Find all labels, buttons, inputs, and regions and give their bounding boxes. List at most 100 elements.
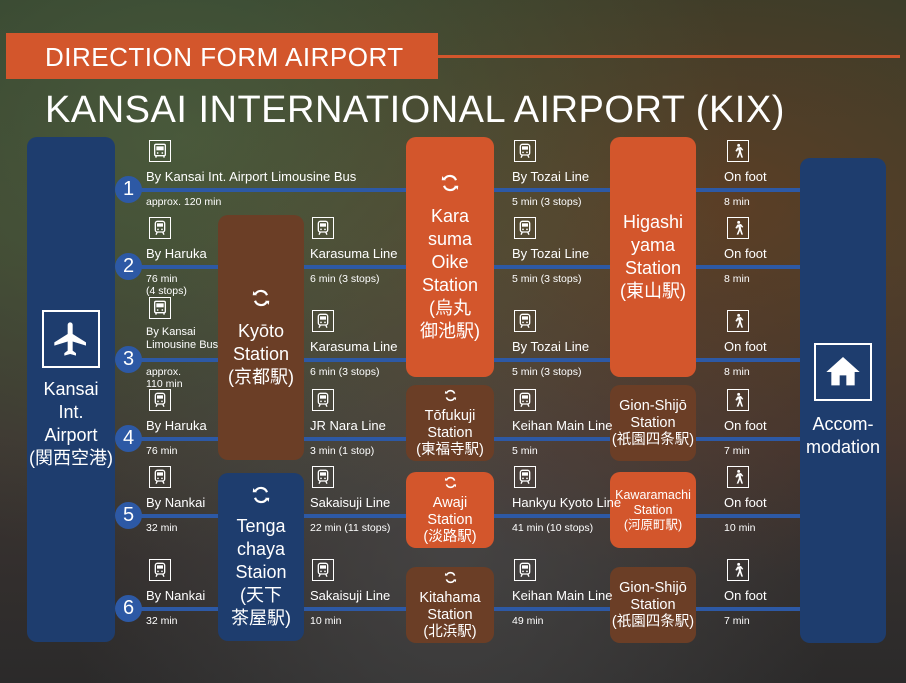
walking-person-icon <box>727 310 749 332</box>
header-subtitle: DIRECTION FORM AIRPORT <box>45 42 404 72</box>
route-5-seg2-label: Sakaisuji Line <box>310 495 391 510</box>
route-4-seg2-time: 3 min (1 stop) <box>310 445 375 457</box>
route-number-2: 2 <box>115 253 142 280</box>
house-icon <box>814 342 872 401</box>
route-number-4: 4 <box>115 425 142 452</box>
route-number-6: 6 <box>115 595 142 622</box>
train-icon <box>149 466 171 488</box>
train-icon <box>312 217 334 239</box>
route-2-seg4-time: 8 min <box>724 273 750 285</box>
route-6-seg1-label: By Nankai <box>146 588 206 603</box>
train-icon <box>514 559 536 581</box>
station-tofukuji: Tōfukuji Station (東福寺駅) <box>406 385 494 461</box>
route-6-seg3-label: Keihan Main Line <box>512 588 613 603</box>
route-4-seg1-time: 76 min <box>146 445 178 457</box>
route-3-seg1-label: By Kansai Limousine Bus <box>146 326 219 351</box>
route-3-seg2-time: 6 min (3 stops) <box>310 366 380 378</box>
route-4-seg4-label: On foot <box>724 418 767 433</box>
station-kyoto: Kyōto Station (京都駅) <box>218 215 304 460</box>
station-awaji-label: Awaji Station (淡路駅) <box>423 494 477 545</box>
route-5-seg3-time: 41 min (10 stops) <box>512 522 594 534</box>
train-icon <box>149 559 171 581</box>
header-rule <box>438 55 900 58</box>
station-kawaramachi: Kawaramachi Station (河原町駅) <box>610 472 696 548</box>
train-icon <box>149 217 171 239</box>
route-5-seg2-time: 22 min (11 stops) <box>310 522 391 534</box>
route-2-seg1-label: By Haruka <box>146 246 207 261</box>
station-kitahama: Kitahama Station (北浜駅) <box>406 567 494 643</box>
route-1-seg3-label: By Tozai Line <box>512 169 590 184</box>
train-icon <box>312 559 334 581</box>
route-5-seg1-time: 32 min <box>146 522 178 534</box>
train-icon <box>312 389 334 411</box>
route-1-seg4-label: On foot <box>724 169 767 184</box>
page-title: KANSAI INTERNATIONAL AIRPORT (KIX) <box>45 89 785 131</box>
train-icon <box>514 466 536 488</box>
accommodation-node: Accom- modation <box>800 158 886 643</box>
route-2-seg2-label: Karasuma Line <box>310 246 398 261</box>
station-higashiyama: Higashi yama Station (東山駅) <box>610 137 696 377</box>
train-icon <box>514 217 536 239</box>
train-icon <box>514 310 536 332</box>
route-1-seg4-time: 8 min <box>724 196 750 208</box>
route-6-seg2-time: 10 min <box>310 615 342 627</box>
route-4-seg3-label: Keihan Main Line <box>512 418 613 433</box>
accommodation-name: Accom- modation <box>805 413 881 457</box>
walking-person-icon <box>727 466 749 488</box>
walking-person-icon <box>727 140 749 162</box>
station-kitahama-label: Kitahama Station (北浜駅) <box>419 589 481 640</box>
route-4-seg3-time: 5 min <box>512 445 538 457</box>
route-3-seg4-label: On foot <box>724 339 767 354</box>
station-gion-shijo-1-label: Gion-Shijō Station (祇園四条駅) <box>611 397 695 448</box>
route-6-seg3-time: 49 min <box>512 615 544 627</box>
route-2-seg3-time: 5 min (3 stops) <box>512 273 582 285</box>
transfer-icon <box>443 388 458 408</box>
station-gion-shijo-1: Gion-Shijō Station (祇園四条駅) <box>610 385 696 461</box>
route-number-5: 5 <box>115 502 142 529</box>
station-kawaramachi-label: Kawaramachi Station (河原町駅) <box>615 487 691 532</box>
route-5-seg1-label: By Nankai <box>146 495 206 510</box>
header-banner <box>6 33 438 79</box>
route-5-seg3-label: Hankyu Kyoto Line <box>512 495 622 510</box>
route-1-seg3-time: 5 min (3 stops) <box>512 196 582 208</box>
train-icon <box>514 140 536 162</box>
airplane-icon <box>42 309 100 368</box>
route-4-seg2-label: JR Nara Line <box>310 418 386 433</box>
bus-icon <box>149 297 171 319</box>
station-kyoto-label: Kyōto Station (京都駅) <box>228 320 294 387</box>
route-3-seg1-time: approx. 110 min <box>146 366 183 390</box>
station-higashiyama-label: Higashi yama Station (東山駅) <box>620 212 686 301</box>
route-number-1: 1 <box>115 176 142 203</box>
transfer-icon <box>250 484 272 511</box>
train-icon <box>312 466 334 488</box>
airport-name: Kansai Int. Airport (関西空港) <box>29 378 113 468</box>
station-tofukuji-label: Tōfukuji Station (東福寺駅) <box>416 407 484 458</box>
route-3-seg3-time: 5 min (3 stops) <box>512 366 582 378</box>
route-1-seg1-time: approx. 120 min <box>146 196 222 208</box>
route-3-seg4-time: 8 min <box>724 366 750 378</box>
station-gion-shijo-2-label: Gion-Shijō Station (祇園四条駅) <box>611 579 695 630</box>
transfer-icon <box>250 287 272 314</box>
train-icon <box>312 310 334 332</box>
walking-person-icon <box>727 389 749 411</box>
transfer-icon <box>443 475 458 495</box>
route-4-seg4-time: 7 min <box>724 445 750 457</box>
station-karasuma-oike-label: Kara suma Oike Station (烏丸 御池駅) <box>420 205 480 341</box>
station-awaji: Awaji Station (淡路駅) <box>406 472 494 548</box>
airport-node: Kansai Int. Airport (関西空港) <box>27 137 115 642</box>
route-6-seg1-time: 32 min <box>146 615 178 627</box>
route-6-seg4-label: On foot <box>724 588 767 603</box>
station-gion-shijo-2: Gion-Shijō Station (祇園四条駅) <box>610 567 696 643</box>
station-karasuma-oike: Kara suma Oike Station (烏丸 御池駅) <box>406 137 494 377</box>
route-1-seg1-label: By Kansai Int. Airport Limousine Bus <box>146 169 357 184</box>
bus-icon <box>149 140 171 162</box>
route-2-seg3-label: By Tozai Line <box>512 246 590 261</box>
route-5-seg4-label: On foot <box>724 495 767 510</box>
transfer-icon <box>443 570 458 590</box>
route-5-seg4-time: 10 min <box>724 522 756 534</box>
route-2-seg1-time: 76 min (4 stops) <box>146 273 187 297</box>
route-3-seg2-label: Karasuma Line <box>310 339 398 354</box>
route-4-seg1-label: By Haruka <box>146 418 207 433</box>
transfer-icon <box>439 172 461 199</box>
